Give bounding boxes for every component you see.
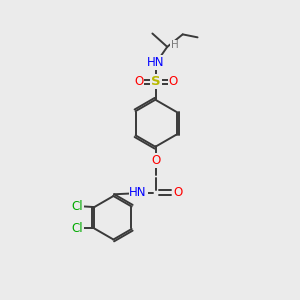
Text: Cl: Cl (72, 200, 83, 213)
Text: Cl: Cl (72, 222, 83, 235)
Text: HN: HN (147, 56, 165, 69)
Text: O: O (151, 154, 160, 167)
Text: HN: HN (129, 186, 147, 199)
Text: H: H (171, 40, 178, 50)
Text: O: O (173, 186, 183, 199)
Text: O: O (169, 75, 178, 88)
Text: S: S (151, 75, 161, 88)
Text: O: O (134, 75, 143, 88)
